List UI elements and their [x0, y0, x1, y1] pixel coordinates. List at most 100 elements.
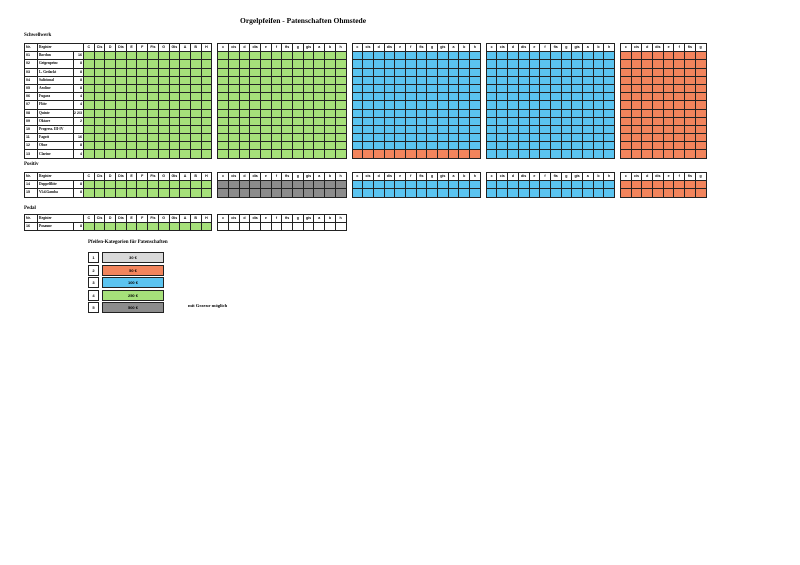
col-header-note: d	[507, 171, 519, 182]
pipe-cell	[426, 51, 438, 61]
pipe-cell	[270, 100, 283, 110]
pipe-cell	[292, 188, 304, 198]
pipe-cell	[281, 92, 294, 102]
register-nr: 12	[24, 141, 38, 151]
pipe-cell	[136, 59, 149, 69]
register-name: Progress. III-IV	[37, 124, 74, 135]
pipe-cell	[351, 83, 364, 94]
pipe-cell	[426, 75, 438, 85]
pipe-cell	[238, 51, 251, 61]
pipe-cell	[227, 75, 240, 85]
pipe-cell	[83, 180, 95, 190]
col-header-note: dis	[652, 42, 664, 53]
pipe-cell	[189, 59, 202, 69]
pipe-cell	[83, 141, 95, 151]
pipe-cell	[641, 124, 654, 135]
pipe-cell	[641, 83, 654, 94]
pipe-cell	[383, 124, 396, 135]
pipe-cell	[694, 124, 707, 135]
pipe-cell	[549, 124, 562, 135]
pipe-cell	[227, 51, 240, 61]
pipe-cell	[302, 92, 315, 102]
pipe-cell	[528, 75, 541, 85]
pipe-cell	[426, 149, 438, 159]
col-header-note: d	[238, 42, 251, 53]
col-header-note: h	[334, 42, 347, 53]
col-header-note: a	[581, 171, 594, 182]
register-nr: 16	[24, 222, 38, 232]
pipe-cell	[292, 51, 304, 61]
pipe-cell	[383, 149, 396, 159]
col-header-note: Gis	[168, 213, 181, 224]
col-header-note: cis	[496, 42, 509, 53]
pipe-cell	[351, 67, 364, 77]
pipe-cell	[362, 51, 374, 61]
pipe-cell	[104, 222, 117, 232]
pipe-cell	[549, 188, 562, 198]
pipe-cell	[238, 188, 251, 198]
pipe-cell	[324, 180, 336, 190]
col-header-note: d	[372, 171, 385, 182]
pipe-cell	[260, 92, 272, 102]
pipe-cell	[539, 51, 551, 61]
pipe-cell	[437, 59, 449, 69]
pipe-cell	[539, 141, 551, 151]
legend-title: Pfeifen-Kategorien für Patenschaften	[88, 240, 168, 245]
register-name: Oktave	[37, 116, 74, 126]
pipe-cell	[157, 149, 170, 159]
col-header-note: Gis	[168, 42, 181, 53]
pipe-cell	[404, 51, 417, 61]
col-header-note: B	[189, 213, 202, 224]
legend-category-number: 3	[88, 277, 99, 288]
pipe-cell	[334, 116, 347, 126]
pipe-cell	[641, 100, 654, 110]
pipe-cell	[694, 51, 707, 61]
pipe-cell	[260, 59, 272, 69]
pipe-cell	[200, 51, 213, 61]
pipe-cell	[313, 67, 326, 77]
col-header-note: fis	[415, 42, 428, 53]
pipe-cell	[270, 67, 283, 77]
pipe-cell	[496, 67, 509, 77]
legend-item: 3 100 €	[88, 277, 166, 288]
col-header-note: D	[104, 213, 117, 224]
register-row: 08 Quinte 2 2/3	[24, 108, 707, 118]
pipe-cell	[260, 141, 272, 151]
pipe-cell	[249, 59, 261, 69]
col-header-note: b	[592, 42, 605, 53]
pipe-cell	[383, 188, 396, 198]
pipe-cell	[437, 83, 449, 94]
pipe-cell	[238, 92, 251, 102]
pipe-cell	[313, 75, 326, 85]
pipe-cell	[620, 83, 632, 94]
pipe-cell	[351, 108, 364, 118]
pipe-cell	[581, 149, 594, 159]
pipe-cell	[270, 180, 283, 190]
pipe-cell	[125, 59, 138, 69]
col-header-note: b	[458, 171, 471, 182]
pipe-cell	[147, 133, 159, 143]
col-header-note: A	[179, 42, 191, 53]
pipe-cell	[673, 51, 686, 61]
pipe-cell	[603, 67, 615, 77]
pipe-cell	[426, 83, 438, 94]
pipe-cell	[641, 108, 654, 118]
pipe-cell	[104, 59, 117, 69]
pipe-cell	[157, 100, 170, 110]
pipe-cell	[270, 116, 283, 126]
pipe-cell	[227, 116, 240, 126]
col-header-note: fis	[281, 42, 294, 53]
col-header-note: Fis	[147, 42, 159, 53]
pipe-cell	[136, 222, 149, 232]
pipe-cell	[603, 59, 615, 69]
pipe-cell	[324, 141, 336, 151]
legend-category-number: 2	[88, 264, 99, 276]
legend-item: 1 30 €	[88, 252, 166, 263]
pipe-cell	[549, 116, 562, 126]
pipe-cell	[437, 180, 449, 190]
pipe-cell	[694, 116, 707, 126]
pipe-cell	[694, 92, 707, 102]
pipe-cell	[351, 124, 364, 135]
